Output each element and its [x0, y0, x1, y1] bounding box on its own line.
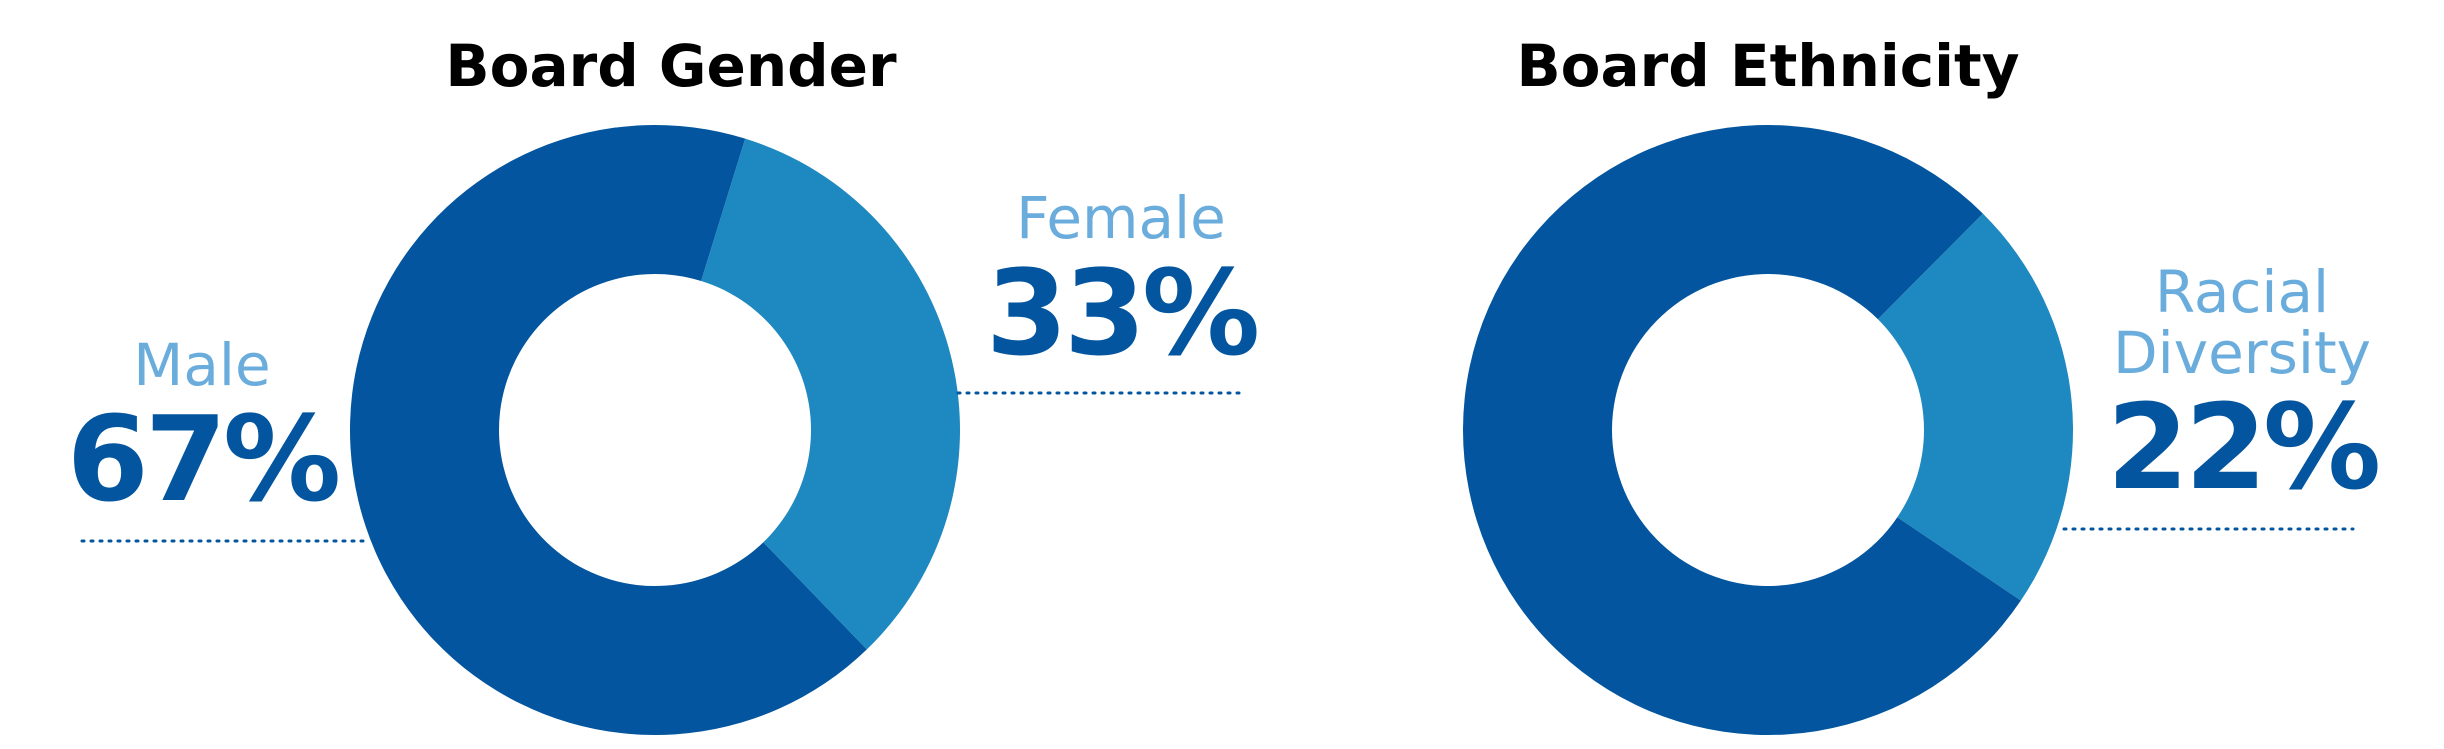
donut-slice — [701, 138, 960, 650]
slice-label: Male — [133, 331, 271, 399]
chart-title: Board Ethnicity — [1516, 32, 2020, 100]
value-label: 22% — [2106, 378, 2381, 516]
slice-label: Female — [1016, 184, 1226, 252]
donut-slice — [1462, 124, 2021, 735]
value-label: 33% — [985, 244, 1260, 382]
donut-slice — [1877, 213, 2073, 601]
donut-slice — [350, 124, 867, 735]
chart-title: Board Gender — [445, 32, 897, 100]
value-label: 67% — [66, 390, 341, 528]
slice-label: Racial Diversity — [2112, 258, 2372, 387]
